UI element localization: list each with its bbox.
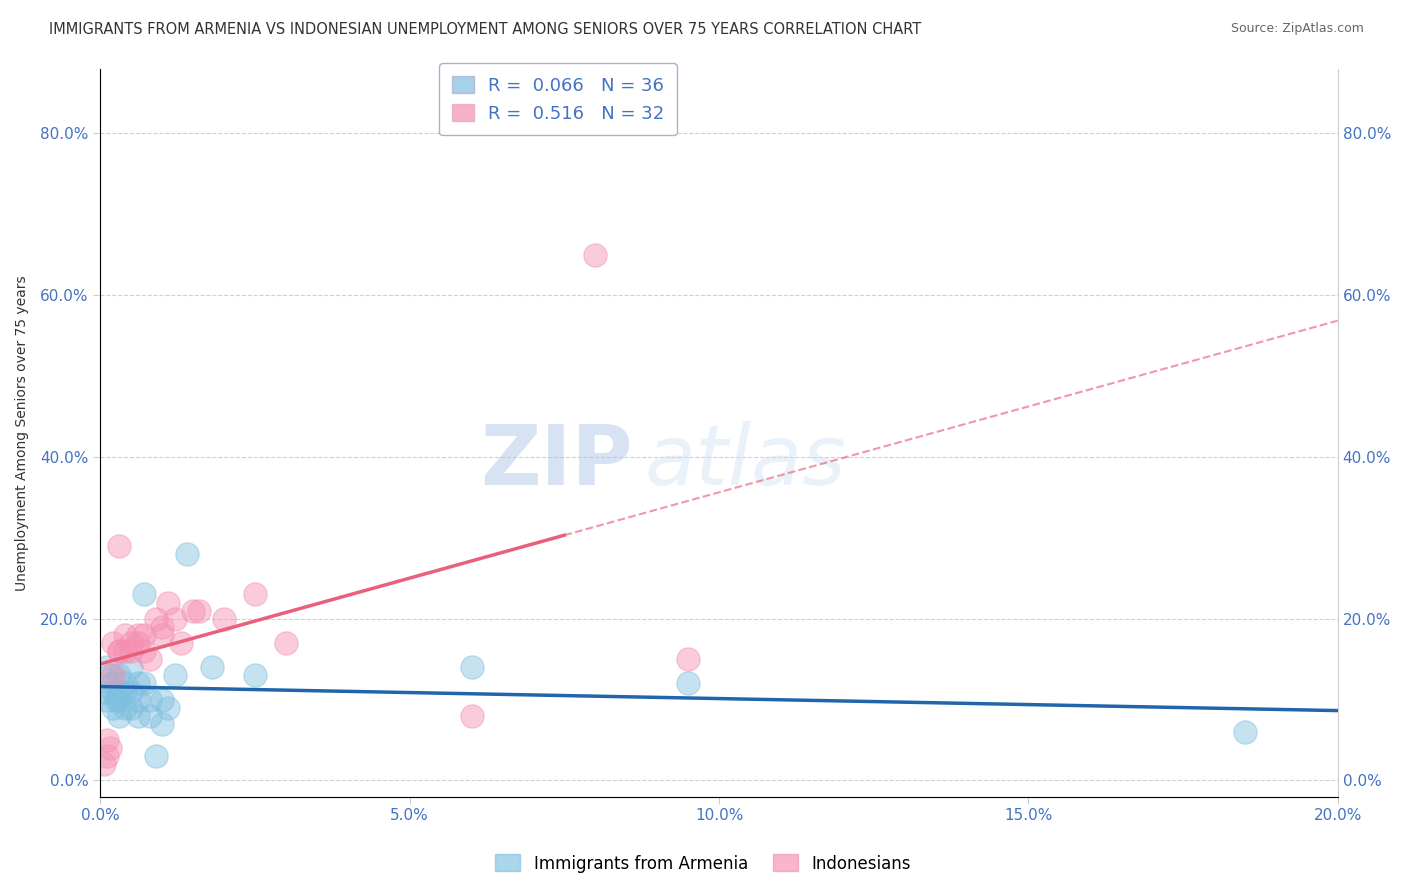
Point xyxy=(676,652,699,666)
Point xyxy=(104,692,127,706)
Point xyxy=(120,700,142,714)
Point xyxy=(163,668,186,682)
Point xyxy=(96,749,118,764)
Point xyxy=(139,692,162,706)
Point xyxy=(201,660,224,674)
Legend: R =  0.066   N = 36, R =  0.516   N = 32: R = 0.066 N = 36, R = 0.516 N = 32 xyxy=(439,63,678,136)
Point xyxy=(150,628,173,642)
Point xyxy=(132,676,155,690)
Point xyxy=(108,692,131,706)
Point xyxy=(101,676,124,690)
Point xyxy=(676,676,699,690)
Text: IMMIGRANTS FROM ARMENIA VS INDONESIAN UNEMPLOYMENT AMONG SENIORS OVER 75 YEARS C: IMMIGRANTS FROM ARMENIA VS INDONESIAN UN… xyxy=(49,22,921,37)
Point xyxy=(108,668,131,682)
Point xyxy=(114,628,136,642)
Point xyxy=(114,644,136,658)
Point xyxy=(176,547,198,561)
Point xyxy=(93,757,115,772)
Point xyxy=(101,636,124,650)
Point xyxy=(188,604,211,618)
Point xyxy=(212,612,235,626)
Point xyxy=(108,644,131,658)
Point xyxy=(127,676,149,690)
Point xyxy=(120,636,142,650)
Point xyxy=(583,248,606,262)
Point xyxy=(145,612,167,626)
Point xyxy=(93,684,115,698)
Point xyxy=(139,652,162,666)
Point xyxy=(460,708,482,723)
Point xyxy=(96,660,118,674)
Point xyxy=(132,644,155,658)
Point xyxy=(108,539,131,553)
Point xyxy=(127,692,149,706)
Point xyxy=(181,604,204,618)
Y-axis label: Unemployment Among Seniors over 75 years: Unemployment Among Seniors over 75 years xyxy=(15,275,30,591)
Point xyxy=(243,587,266,601)
Point xyxy=(132,628,155,642)
Legend: Immigrants from Armenia, Indonesians: Immigrants from Armenia, Indonesians xyxy=(489,847,917,880)
Point xyxy=(132,587,155,601)
Text: ZIP: ZIP xyxy=(479,421,633,502)
Point xyxy=(120,684,142,698)
Point xyxy=(170,636,193,650)
Point xyxy=(108,644,131,658)
Point xyxy=(127,628,149,642)
Point xyxy=(150,620,173,634)
Point xyxy=(101,684,124,698)
Text: atlas: atlas xyxy=(645,421,846,502)
Point xyxy=(150,717,173,731)
Point xyxy=(274,636,297,650)
Point xyxy=(139,708,162,723)
Point xyxy=(108,708,131,723)
Point xyxy=(96,733,118,747)
Point xyxy=(157,700,180,714)
Point xyxy=(243,668,266,682)
Point xyxy=(114,676,136,690)
Point xyxy=(127,708,149,723)
Point xyxy=(163,612,186,626)
Point xyxy=(120,660,142,674)
Point xyxy=(120,644,142,658)
Point xyxy=(96,692,118,706)
Point xyxy=(98,668,121,682)
Point xyxy=(101,700,124,714)
Point xyxy=(127,636,149,650)
Point xyxy=(98,741,121,756)
Point xyxy=(114,684,136,698)
Point xyxy=(101,668,124,682)
Text: Source: ZipAtlas.com: Source: ZipAtlas.com xyxy=(1230,22,1364,36)
Point xyxy=(114,700,136,714)
Point xyxy=(157,596,180,610)
Point xyxy=(460,660,482,674)
Point xyxy=(145,749,167,764)
Point xyxy=(1233,725,1256,739)
Point xyxy=(108,684,131,698)
Point xyxy=(150,692,173,706)
